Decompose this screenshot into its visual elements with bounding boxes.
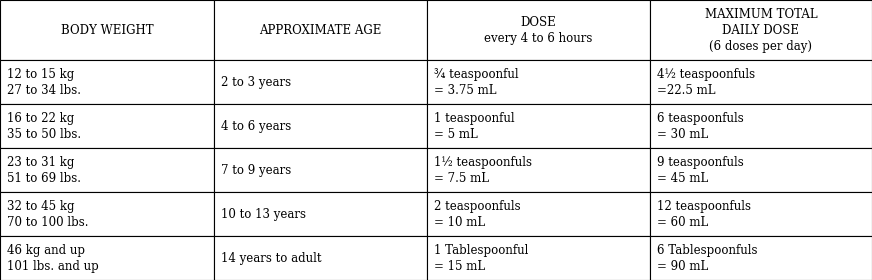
Bar [214, 60, 427, 104]
Bar [427, 148, 650, 192]
Text: 46 kg and up
101 lbs. and up: 46 kg and up 101 lbs. and up [7, 244, 99, 272]
Bar [0, 60, 214, 104]
Bar [214, 0, 427, 60]
Text: 1½ teaspoonfuls
= 7.5 mL: 1½ teaspoonfuls = 7.5 mL [434, 156, 532, 185]
Text: 9 teaspoonfuls
= 45 mL: 9 teaspoonfuls = 45 mL [657, 156, 743, 185]
Bar [214, 192, 427, 236]
Bar [650, 236, 872, 280]
Text: 6 teaspoonfuls
= 30 mL: 6 teaspoonfuls = 30 mL [657, 112, 743, 141]
Bar [650, 148, 872, 192]
Text: APPROXIMATE AGE: APPROXIMATE AGE [259, 24, 382, 37]
Bar [427, 104, 650, 148]
Bar [650, 104, 872, 148]
Text: 1 teaspoonful
= 5 mL: 1 teaspoonful = 5 mL [434, 112, 514, 141]
Bar [214, 148, 427, 192]
Bar [427, 236, 650, 280]
Bar [214, 236, 427, 280]
Text: 12 to 15 kg
27 to 34 lbs.: 12 to 15 kg 27 to 34 lbs. [7, 68, 81, 97]
Bar [650, 192, 872, 236]
Bar [0, 104, 214, 148]
Text: 2 to 3 years: 2 to 3 years [221, 76, 290, 89]
Text: 4½ teaspoonfuls
=22.5 mL: 4½ teaspoonfuls =22.5 mL [657, 68, 755, 97]
Text: 10 to 13 years: 10 to 13 years [221, 207, 305, 221]
Text: 2 teaspoonfuls
= 10 mL: 2 teaspoonfuls = 10 mL [434, 200, 521, 228]
Text: 12 teaspoonfuls
= 60 mL: 12 teaspoonfuls = 60 mL [657, 200, 751, 228]
Text: DOSE
every 4 to 6 hours: DOSE every 4 to 6 hours [484, 16, 593, 45]
Bar [214, 104, 427, 148]
Text: 7 to 9 years: 7 to 9 years [221, 164, 291, 177]
Bar [650, 60, 872, 104]
Bar [0, 236, 214, 280]
Text: MAXIMUM TOTAL
DAILY DOSE
(6 doses per day): MAXIMUM TOTAL DAILY DOSE (6 doses per da… [705, 8, 817, 53]
Text: 32 to 45 kg
70 to 100 lbs.: 32 to 45 kg 70 to 100 lbs. [7, 200, 88, 228]
Text: 14 years to adult: 14 years to adult [221, 251, 321, 265]
Text: 4 to 6 years: 4 to 6 years [221, 120, 291, 133]
Bar [427, 60, 650, 104]
Bar [0, 148, 214, 192]
Bar [0, 192, 214, 236]
Text: 23 to 31 kg
51 to 69 lbs.: 23 to 31 kg 51 to 69 lbs. [7, 156, 81, 185]
Bar [427, 0, 650, 60]
Text: 1 Tablespoonful
= 15 mL: 1 Tablespoonful = 15 mL [434, 244, 528, 272]
Bar [650, 0, 872, 60]
Bar [0, 0, 214, 60]
Text: 16 to 22 kg
35 to 50 lbs.: 16 to 22 kg 35 to 50 lbs. [7, 112, 81, 141]
Text: 6 Tablespoonfuls
= 90 mL: 6 Tablespoonfuls = 90 mL [657, 244, 757, 272]
Bar [427, 192, 650, 236]
Text: ¾ teaspoonful
= 3.75 mL: ¾ teaspoonful = 3.75 mL [434, 68, 519, 97]
Text: BODY WEIGHT: BODY WEIGHT [60, 24, 153, 37]
